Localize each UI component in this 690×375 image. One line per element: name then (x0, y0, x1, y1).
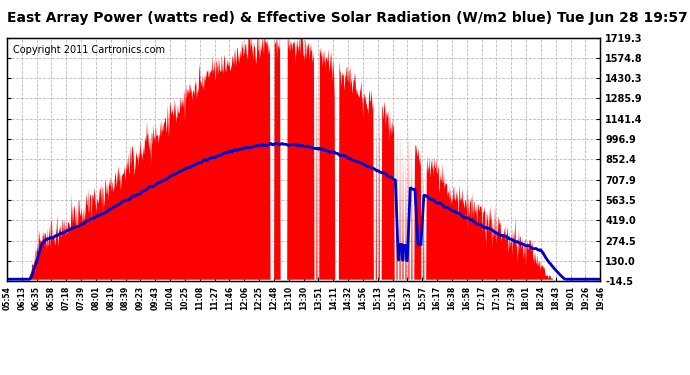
Text: East Array Power (watts red) & Effective Solar Radiation (W/m2 blue) Tue Jun 28 : East Array Power (watts red) & Effective… (7, 11, 688, 25)
Text: Copyright 2011 Cartronics.com: Copyright 2011 Cartronics.com (13, 45, 165, 55)
